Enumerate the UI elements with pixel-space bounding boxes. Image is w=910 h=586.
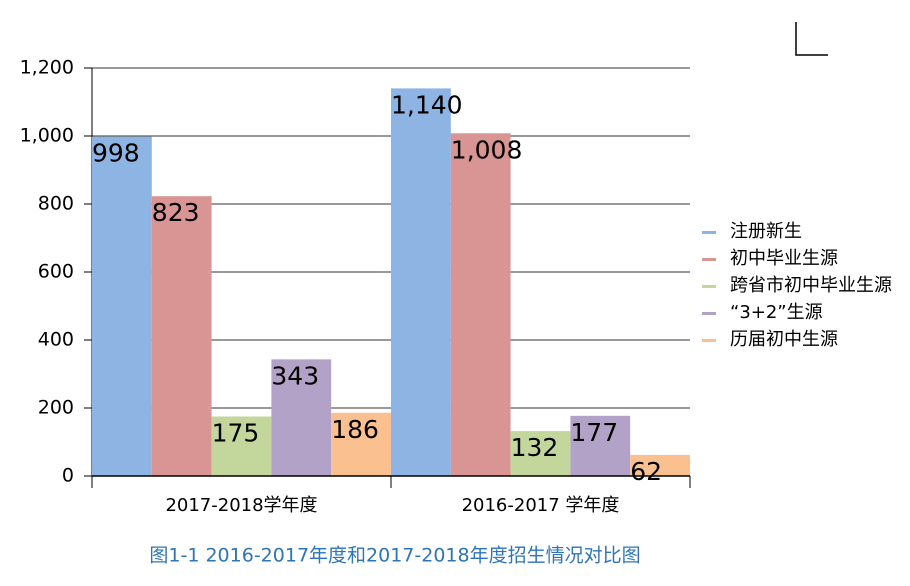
data-label: 998 — [92, 139, 140, 168]
y-tick-label: 800 — [38, 193, 74, 215]
y-tick-label: 600 — [38, 261, 74, 283]
legend-marker — [702, 285, 716, 288]
legend-label: 跨省市初中毕业生源 — [730, 275, 892, 296]
data-label: 343 — [271, 361, 319, 390]
y-tick-label: 400 — [38, 329, 74, 351]
bar — [510, 431, 571, 476]
data-label: 823 — [152, 198, 200, 227]
bar — [630, 454, 690, 476]
chart-title: 图1-1 2016-2017年度和2017-2018年度招生情况对比图 — [149, 545, 640, 567]
data-label: 1,140 — [391, 90, 463, 119]
data-label: 1,008 — [451, 135, 523, 164]
data-label: 177 — [570, 418, 618, 447]
corner-mark — [795, 22, 828, 56]
y-tick-label: 0 — [62, 465, 74, 487]
bar — [570, 415, 631, 476]
bar — [92, 136, 152, 476]
data-label: 186 — [331, 415, 379, 444]
legend-label: 初中毕业生源 — [730, 248, 838, 269]
legend-marker — [702, 339, 716, 342]
legend-item: 跨省市初中毕业生源 — [696, 274, 908, 298]
legend-item: 历届初中生源 — [696, 328, 908, 352]
bar — [391, 88, 451, 477]
bar — [331, 412, 391, 476]
legend-label: 历届初中生源 — [730, 329, 838, 350]
legend-item: 注册新生 — [696, 220, 908, 244]
data-label: 132 — [511, 433, 559, 462]
x-tick-label: 2017-2018学年度 — [165, 495, 317, 516]
legend-marker — [702, 312, 716, 315]
y-tick-label: 200 — [38, 397, 74, 419]
x-tick-label: 2016-2017 学年度 — [462, 495, 620, 516]
y-tick-label: 1,200 — [20, 57, 74, 79]
legend-marker — [702, 231, 716, 234]
bar — [450, 133, 511, 476]
data-label: 175 — [212, 419, 260, 448]
bar — [151, 196, 212, 476]
data-label: 62 — [630, 457, 662, 486]
legend-marker — [702, 258, 716, 261]
legend-item: “3+2”生源 — [696, 301, 908, 325]
legend-label: 注册新生 — [730, 221, 802, 242]
y-tick-label: 1,000 — [20, 125, 74, 147]
bar — [271, 359, 332, 476]
legend-label: “3+2”生源 — [730, 302, 823, 323]
bar — [211, 416, 272, 476]
legend: 注册新生初中毕业生源跨省市初中毕业生源 “3+2”生源 历届初中生源 — [696, 220, 908, 355]
legend-item: 初中毕业生源 — [696, 247, 908, 271]
